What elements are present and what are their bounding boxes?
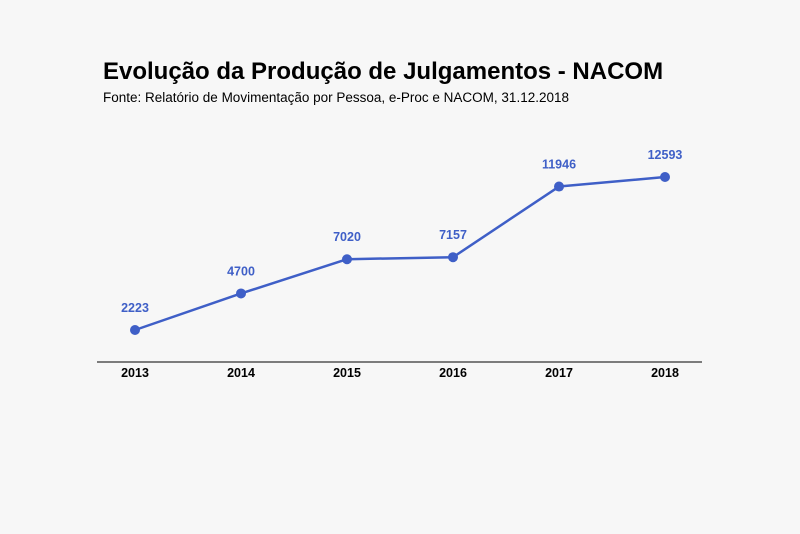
data-label: 7157 [439,228,467,242]
x-tick-label: 2016 [439,366,467,380]
data-point [660,172,670,182]
data-point [130,325,140,335]
chart-subtitle: Fonte: Relatório de Movimentação por Pes… [103,90,569,105]
data-point [448,252,458,263]
data-point [236,288,246,299]
x-tick-label: 2015 [333,366,361,380]
data-label: 12593 [648,148,683,162]
x-tick-label: 2017 [545,366,573,380]
chart-title: Evolução da Produção de Julgamentos - NA… [103,58,664,85]
x-tick-label: 2018 [651,366,679,380]
x-tick-label: 2014 [227,366,255,380]
data-label: 11946 [542,158,576,172]
data-label: 7020 [333,230,361,244]
series-line [134,175,666,332]
data-point [554,181,564,192]
data-point [342,254,352,265]
data-label: 2223 [121,301,149,315]
data-label: 4700 [227,264,255,278]
x-tick-label: 2013 [121,366,149,380]
